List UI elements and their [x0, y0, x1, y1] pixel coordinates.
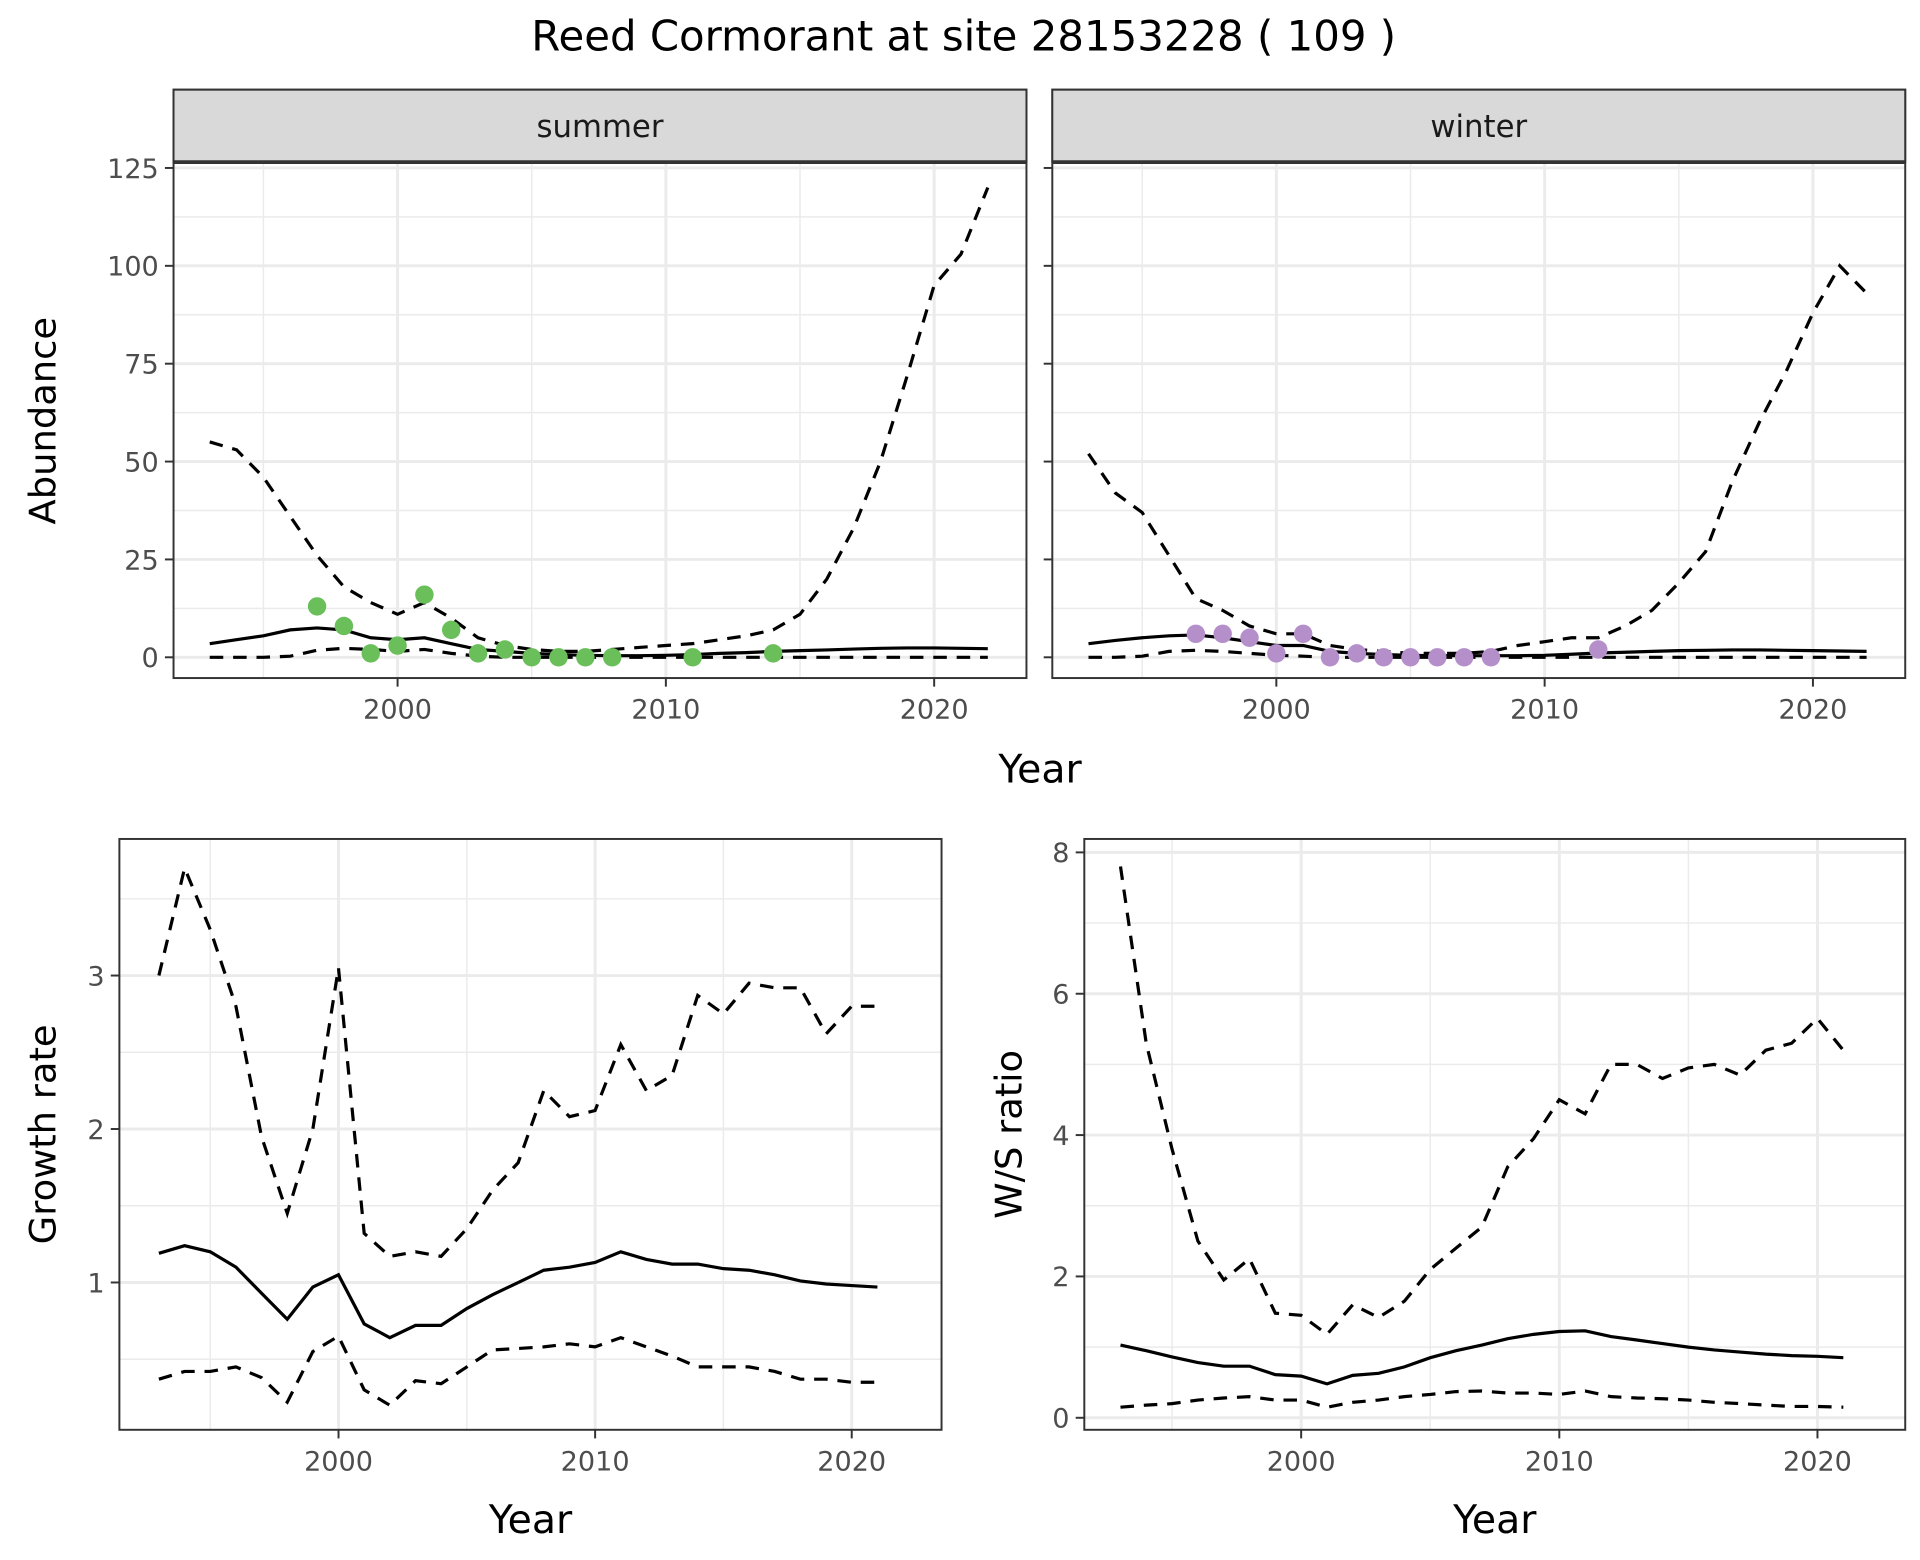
series-line-dashed-2: [1088, 648, 1867, 659]
data-point: [1320, 648, 1340, 667]
x-tick-label: 2000: [304, 1446, 373, 1477]
y-tick-label: 2: [1052, 1262, 1069, 1293]
x-tick-label: 2000: [363, 695, 432, 726]
data-point: [1293, 624, 1313, 644]
series-line-dashed-1: [1087, 263, 1868, 655]
data-point: [1347, 644, 1367, 663]
data-point: [763, 644, 783, 663]
y-axis-title: Growth rate: [21, 1024, 64, 1244]
data-point: [576, 648, 595, 667]
x-axis-title: Year: [1452, 1497, 1537, 1543]
x-tick-label: 2010: [1525, 1446, 1594, 1477]
data-point: [307, 597, 327, 616]
facet-label: winter: [1430, 109, 1527, 145]
data-point: [1401, 648, 1420, 667]
x-tick-label: 2020: [1783, 1446, 1852, 1477]
series-line-dashed-1: [1118, 866, 1845, 1337]
data-point: [1481, 648, 1501, 667]
series-line-solid: [158, 1244, 878, 1340]
data-point: [495, 640, 515, 659]
x-tick-label: 2020: [817, 1446, 886, 1477]
y-tick-label: 25: [124, 545, 158, 576]
data-point: [468, 644, 488, 663]
x-tick-label: 2010: [1510, 695, 1579, 726]
panel-background: [173, 89, 1027, 679]
data-point: [1589, 640, 1608, 659]
x-tick-label: 2010: [631, 695, 700, 726]
panel-background: [1052, 89, 1906, 679]
panel-chart-3: 2000 2010 2020 0 2 4 6 8 W/S ratio Year: [988, 837, 1907, 1543]
series-line-dashed-2: [1120, 1389, 1844, 1409]
y-tick-label: 100: [107, 252, 159, 283]
data-point: [1267, 644, 1286, 663]
y-axis-title: Abundance: [21, 317, 64, 525]
data-point: [683, 648, 702, 667]
x-tick-label: 2020: [1778, 695, 1847, 726]
series-line-dashed-1: [157, 862, 878, 1259]
x-tick-label: 2000: [1267, 1446, 1336, 1477]
series-line-dashed-2: [209, 646, 988, 659]
data-point: [522, 648, 541, 667]
data-point: [1186, 624, 1206, 644]
figure-title: Reed Cormorant at site 28153228 ( 109 ): [531, 11, 1396, 60]
x-tick-label: 2010: [561, 1446, 630, 1477]
series-line-dashed-2: [158, 1333, 878, 1408]
series-line-solid: [1120, 1329, 1844, 1386]
series-line-dashed-1: [209, 186, 990, 653]
facet-strip: [172, 88, 1028, 164]
y-tick-label: 1: [87, 1268, 104, 1299]
data-point: [1428, 648, 1447, 667]
facet-strip: [1051, 88, 1907, 164]
panel-background: [119, 838, 942, 1430]
y-tick-label: 6: [1052, 980, 1069, 1011]
y-tick-label: 0: [142, 643, 159, 674]
y-tick-label: 125: [107, 154, 159, 185]
y-tick-label: 0: [1052, 1404, 1069, 1435]
data-point: [549, 648, 568, 667]
panel-chart-2: 2000 2010 2020 1 2 3 Growth rate Year: [21, 837, 943, 1543]
y-tick-label: 3: [87, 961, 104, 992]
panel-winter: winter 2000 2010 2020: [1043, 88, 1907, 726]
facet-label: summer: [537, 109, 664, 145]
panel-border: [1083, 837, 1907, 1431]
data-point: [441, 620, 461, 640]
y-tick-label: 8: [1052, 838, 1069, 869]
x-axis-title: Year: [997, 746, 1082, 792]
data-point: [1213, 624, 1232, 644]
data-point: [602, 648, 622, 667]
data-point: [415, 585, 434, 604]
data-point: [361, 644, 380, 663]
panel-summer: summer 2000 2010 2020 0 25 50 75 100 125 Abundance: [21, 88, 1028, 726]
data-point: [334, 616, 354, 636]
y-axis-title: W/S ratio: [988, 1050, 1031, 1219]
data-point: [1374, 648, 1393, 667]
x-tick-label: 2000: [1242, 695, 1311, 726]
data-point: [1454, 648, 1474, 667]
y-tick-label: 50: [124, 447, 158, 478]
y-tick-label: 4: [1052, 1121, 1069, 1152]
y-tick-label: 2: [87, 1115, 104, 1146]
panel-border: [118, 837, 943, 1431]
x-axis-title: Year: [488, 1497, 573, 1543]
data-point: [388, 636, 407, 655]
y-tick-label: 75: [124, 350, 158, 381]
x-tick-label: 2020: [900, 695, 969, 726]
data-point: [1240, 628, 1259, 647]
